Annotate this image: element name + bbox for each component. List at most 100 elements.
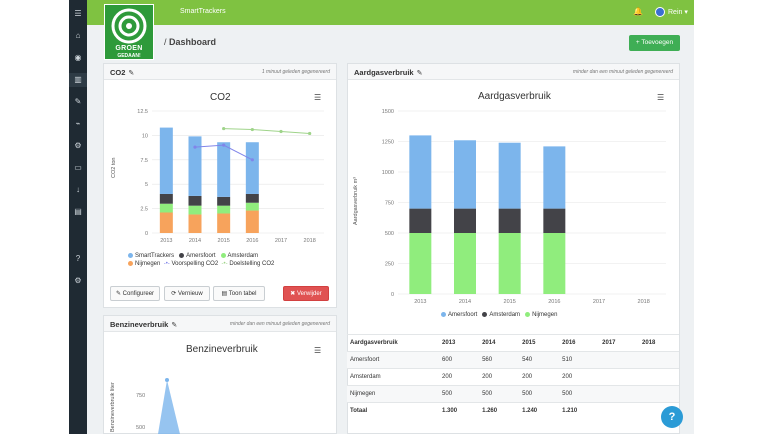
logo[interactable]: GROEN GEDAAN! (104, 4, 154, 60)
line-chart-icon[interactable]: ⌁ (75, 119, 81, 128)
gas-chart-menu-icon[interactable]: ☰ (657, 93, 665, 102)
table-cell: 500 (479, 385, 520, 403)
co2-panel: CO2 ✎ 1 minuut geleden gegenereerd (103, 63, 337, 308)
legend-item[interactable]: Amersfoort (179, 252, 215, 259)
table-cell (599, 385, 640, 403)
tools-icon[interactable]: ✎ (74, 97, 82, 106)
table-cell: 2018 (639, 334, 679, 352)
home-icon[interactable]: ⌂ (75, 31, 81, 40)
x-tick-label: 2015 (218, 238, 230, 244)
co2-chart-menu-icon[interactable]: ☰ (314, 93, 322, 102)
legend-item[interactable]: Nijmegen (128, 260, 160, 267)
table-row: Totaal 1.300 1.260 1.240 1.210 (347, 402, 679, 419)
show-table-button[interactable]: ▤ Toon tabel (213, 286, 265, 301)
x-tick-label: 2013 (414, 299, 426, 305)
co2-chart: 0 2.5 5 7.5 10 12.5 2013 2014 2015 2016 2017 2018 (137, 109, 324, 244)
menu-icon[interactable]: ☰ (74, 9, 82, 18)
y-tick-label: 7.5 (140, 158, 148, 164)
bar-segment (543, 146, 566, 209)
benzine-chart (158, 378, 180, 434)
table-cell: 500 (439, 385, 480, 403)
bar-segment (498, 208, 521, 233)
table-cell: 510 (559, 351, 600, 369)
y-tick-label: 0 (145, 231, 148, 237)
x-tick-label: 2018 (638, 299, 650, 305)
bar-segment (454, 233, 476, 294)
legend-item[interactable]: Nijmegen (525, 312, 557, 318)
delete-button[interactable]: ✖ Verwijder (283, 286, 329, 301)
benzine-panel-title: Benzineverbruik (110, 320, 169, 329)
legend-item[interactable]: Amsterdam (220, 252, 258, 259)
bar-segment (159, 127, 173, 194)
add-button[interactable]: + Toevoegen (629, 35, 680, 51)
benzine-chart-title: Benzineverbruik (186, 344, 258, 355)
edit-icon[interactable]: ✎ (128, 70, 135, 77)
table-cell (639, 385, 679, 403)
x-tick-label: 2018 (304, 238, 316, 244)
user-menu[interactable]: Rein ▾ (655, 7, 688, 17)
series-line (223, 128, 310, 134)
gas-chart-title: Aardgasverbruik (478, 91, 551, 102)
gas-panel-title: Aardgasverbruik (354, 68, 414, 77)
edit-icon[interactable]: ✎ (416, 70, 423, 77)
settings-icon[interactable]: ⚙ (74, 276, 82, 285)
dashboard-icon[interactable]: ◉ (74, 53, 82, 62)
table-cell (599, 368, 640, 386)
x-tick-label: 2016 (548, 299, 560, 305)
download-icon[interactable]: ↓ (76, 185, 80, 194)
bar-segment (217, 196, 231, 206)
x-tick-label: 2017 (593, 299, 605, 305)
benzine-panel-header: Benzineverbruik ✎ minder dan een minuut g… (104, 316, 336, 332)
table-cell: Amsterdam (347, 368, 440, 386)
legend-item[interactable]: Amersfoort (441, 312, 477, 318)
series-point (308, 131, 312, 136)
series-point (279, 129, 283, 134)
chart-icon[interactable]: ▥ (69, 73, 87, 87)
x-tick-label: 2015 (504, 299, 516, 305)
sidebar: ☰ ⌂ ◉ ▥ ✎ ⌁ ⚙ ▭ ↓ ▤ ? ⚙ (69, 0, 87, 434)
folder-icon[interactable]: ▭ (74, 163, 82, 172)
help-icon[interactable]: ? (75, 254, 81, 263)
y-tick-label: 2.5 (140, 207, 148, 213)
table-cell: 1.300 (439, 402, 480, 419)
page-title: Dashboard (169, 37, 217, 47)
y-tick-label: 0 (391, 292, 394, 298)
co2-panel-header: CO2 ✎ 1 minuut geleden gegenereerd (104, 64, 336, 80)
y-tick-label: 5 (145, 182, 148, 188)
configure-button[interactable]: ✎ Configureer (110, 286, 160, 301)
benzine-chart-menu-icon[interactable]: ☰ (314, 346, 322, 355)
bar-segment (409, 233, 432, 294)
bar-segment (217, 213, 231, 233)
table-cell (599, 351, 640, 369)
edit-icon[interactable]: ✎ (171, 322, 178, 329)
bar-segment (498, 142, 521, 209)
benzine-area (158, 380, 180, 434)
bar-segment (159, 193, 173, 204)
breadcrumb: / Dashboard (164, 37, 216, 47)
table-cell: 2015 (519, 334, 560, 352)
bar-segment (498, 233, 521, 294)
benzine-y-tick: 750 (136, 393, 146, 399)
table-cell: 2013 (439, 334, 480, 352)
legend-item[interactable]: -•- Doelstelling CO2 (221, 261, 275, 267)
help-button[interactable]: ? (661, 406, 683, 428)
bar-segment (188, 136, 202, 196)
table-cell: 200 (479, 368, 520, 386)
legend-item[interactable]: -•- Voorspelling CO2 (163, 261, 219, 267)
x-tick-label: 2014 (189, 238, 201, 244)
bar-segment (188, 214, 202, 233)
legend-item[interactable]: Amsterdam (482, 312, 520, 318)
bell-icon[interactable]: 🔔 (633, 7, 643, 16)
table-cell: 1.210 (559, 402, 600, 419)
table-cell: 500 (519, 385, 560, 403)
bar-segment (454, 140, 476, 209)
gear-icon[interactable]: ⚙ (74, 141, 82, 150)
document-icon[interactable]: ▤ (74, 207, 82, 216)
bar-segment (217, 142, 231, 197)
series-point (222, 143, 226, 147)
legend-item[interactable]: SmartTrackers (128, 252, 174, 259)
x-tick-label: 2013 (160, 238, 172, 244)
refresh-button[interactable]: ⟳ Vernieuw (164, 286, 210, 301)
table-cell: Amersfoort (347, 351, 440, 369)
logo-icon (111, 8, 147, 44)
